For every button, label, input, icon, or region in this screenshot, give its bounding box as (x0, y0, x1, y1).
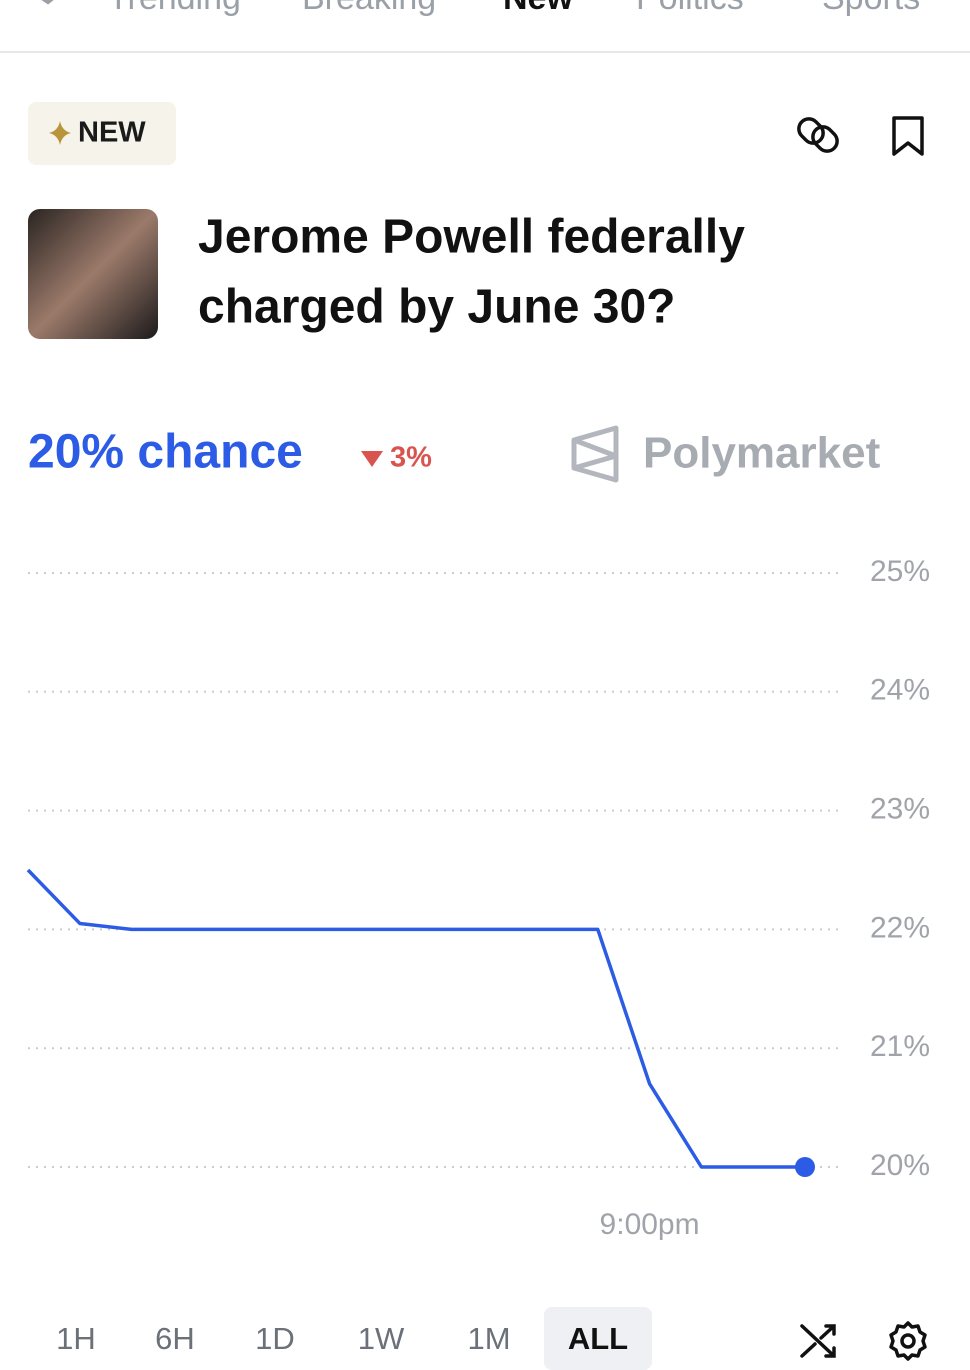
settings-icon[interactable] (889, 1321, 927, 1361)
badge-bg (28, 102, 176, 165)
link-icon[interactable] (795, 115, 842, 156)
chart: 20% 21% 22% 23% 24% 25% 9:00pm (26, 555, 930, 1241)
bookmark-icon[interactable] (892, 116, 924, 156)
range-button[interactable]: 1W (358, 1321, 405, 1356)
last-point (795, 1157, 815, 1177)
nav-item[interactable]: New (503, 0, 573, 17)
nav-item[interactable]: Breaking (302, 0, 436, 17)
range-button[interactable]: 1D (255, 1321, 295, 1356)
y-tick-label: 25% (870, 555, 930, 588)
trending-icon (41, 0, 54, 5)
y-tick-label: 22% (870, 911, 930, 944)
nav-item[interactable]: Trending (108, 0, 241, 17)
y-tick-label: 24% (870, 674, 930, 707)
y-tick-label: 21% (870, 1030, 930, 1063)
shuffle-icon[interactable] (800, 1324, 836, 1358)
change: 3% (390, 442, 432, 474)
nav-item[interactable]: Politics (636, 0, 744, 17)
y-tick-label: 20% (870, 1149, 930, 1182)
range-button[interactable]: 6H (155, 1321, 195, 1356)
chance: 20% chance (28, 426, 303, 479)
price-line (26, 868, 805, 1169)
y-tick-label: 23% (870, 793, 930, 826)
range-button[interactable]: ALL (568, 1321, 628, 1356)
range-button[interactable]: 1M (467, 1321, 510, 1356)
time-ranges: 1H 6H 1D 1W 1M ALL (56, 1321, 628, 1356)
market-image (28, 209, 158, 339)
title-line: charged by June 30? (198, 281, 676, 334)
badge-star (49, 121, 71, 145)
badge-label: NEW (78, 117, 146, 149)
selected-range-bg (544, 1307, 652, 1370)
brand: Polymarket (643, 429, 881, 478)
nav-item[interactable]: Sports (822, 0, 920, 17)
brand-logo (571, 425, 619, 483)
down-arrow (361, 451, 383, 467)
title-line: Jerome Powell federally (198, 211, 745, 264)
nav-bar: Trending Breaking New Politics Sports (108, 0, 920, 17)
range-button[interactable]: 1H (56, 1321, 96, 1356)
x-tick-label: 9:00pm (600, 1208, 700, 1241)
